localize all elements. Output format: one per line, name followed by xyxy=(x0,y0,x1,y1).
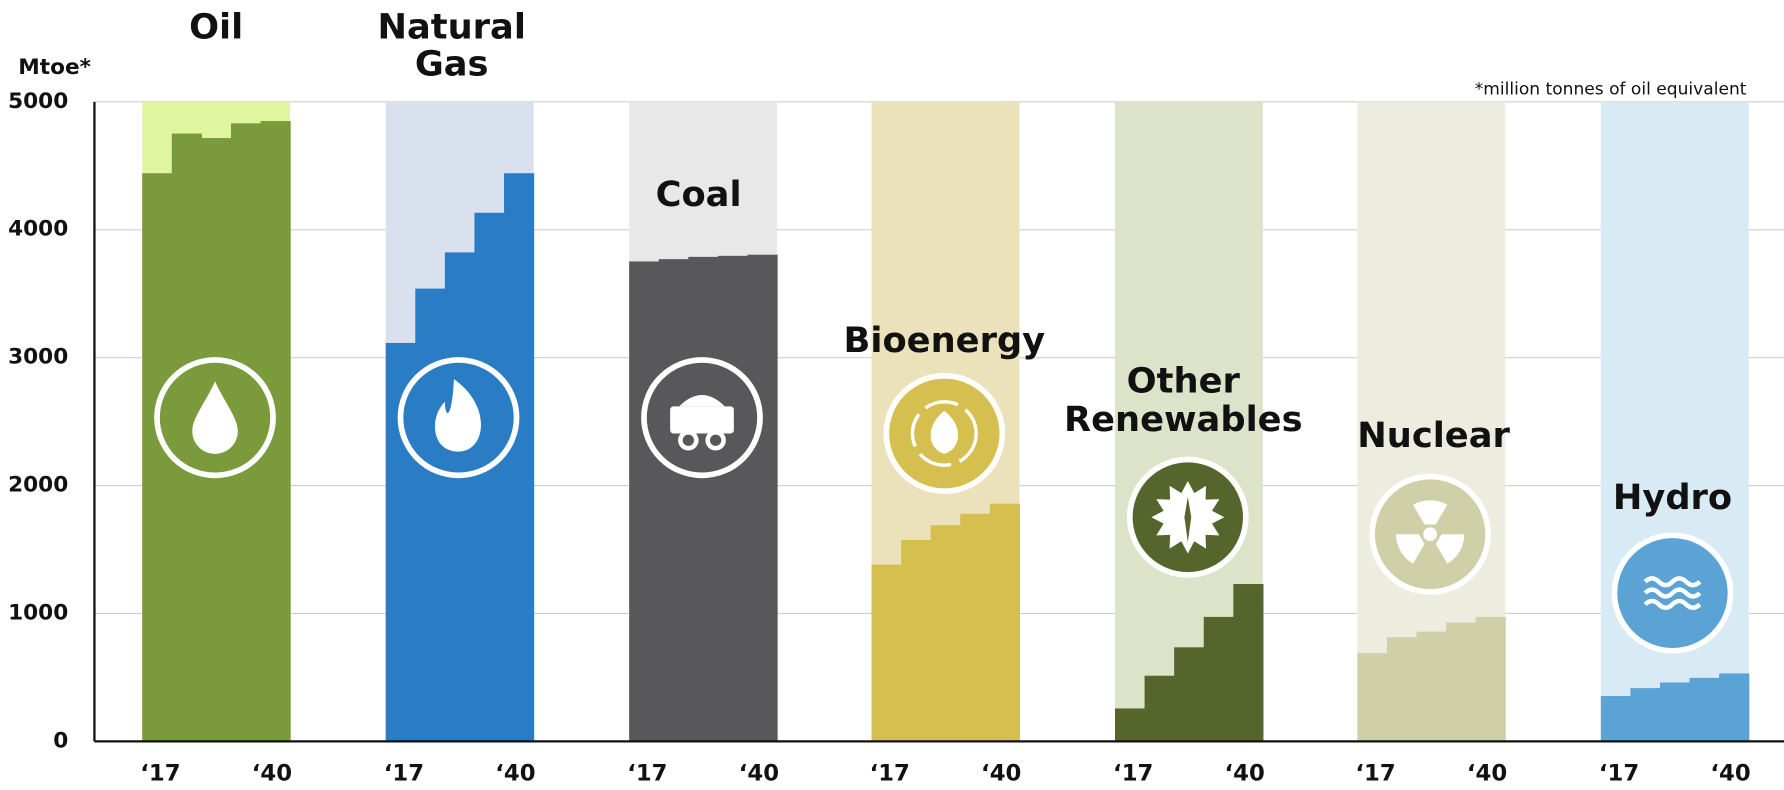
series-label: Nuclear xyxy=(1357,415,1510,456)
y-tick-label: 5000 xyxy=(8,89,68,114)
bar xyxy=(901,539,932,742)
y-tick-label: 2000 xyxy=(8,473,68,498)
x-tick-label: ‘40 xyxy=(1225,761,1265,787)
x-tick-label: ‘17 xyxy=(870,761,910,787)
bar xyxy=(629,261,660,742)
bar xyxy=(717,255,749,742)
y-tick-label: 4000 xyxy=(8,217,68,242)
x-tick-label: ‘17 xyxy=(140,761,180,787)
bar xyxy=(1446,622,1477,742)
bar xyxy=(1386,637,1418,742)
bar xyxy=(1630,688,1661,742)
x-tick-label: ‘17 xyxy=(1355,761,1395,787)
bar xyxy=(1475,616,1506,742)
bar xyxy=(415,288,446,742)
icon-circle xyxy=(154,357,276,479)
bar xyxy=(1357,653,1388,742)
footnote: *million tonnes of oil equivalent xyxy=(1475,79,1747,99)
x-tick-label: ‘40 xyxy=(981,761,1021,787)
bar xyxy=(930,525,961,742)
series-label: Bioenergy xyxy=(844,320,1046,361)
x-tick-label: ‘40 xyxy=(1710,761,1750,787)
bar xyxy=(474,212,505,742)
bar xyxy=(871,564,902,742)
bar xyxy=(1600,696,1631,742)
series-label: Coal xyxy=(656,174,742,215)
x-tick-label: ‘40 xyxy=(495,761,535,787)
bar xyxy=(1233,584,1264,742)
bar xyxy=(1416,631,1447,742)
y-tick-label: 0 xyxy=(53,728,68,753)
bar xyxy=(1115,708,1146,742)
x-tick-label: ‘17 xyxy=(384,761,424,787)
bar xyxy=(1203,616,1234,742)
bar xyxy=(504,173,535,742)
icon-circle xyxy=(397,357,520,479)
bar xyxy=(1144,675,1175,742)
x-tick-label: ‘40 xyxy=(739,761,779,787)
bar xyxy=(444,252,476,742)
icon-glyph xyxy=(1151,481,1225,554)
bar xyxy=(1719,673,1750,742)
series-label: Hydro xyxy=(1613,477,1732,518)
bar xyxy=(960,513,991,742)
icon-glyph xyxy=(910,400,978,467)
bar xyxy=(989,503,1020,742)
series-label: Natural Gas xyxy=(377,6,525,84)
x-tick-label: ‘17 xyxy=(627,761,667,787)
bar xyxy=(260,121,291,742)
y-tick-label: 1000 xyxy=(8,600,68,625)
bar xyxy=(1659,682,1691,742)
y-axis-label: Mtoe* xyxy=(18,55,91,80)
y-tick-label: 3000 xyxy=(8,345,68,370)
series-label: Other Renewables xyxy=(1064,361,1303,440)
bar xyxy=(1174,647,1205,742)
icon-glyph xyxy=(1643,576,1702,611)
bar xyxy=(658,259,689,742)
bar xyxy=(688,256,719,742)
x-tick-label: ‘40 xyxy=(252,761,292,787)
series-label: Oil xyxy=(189,6,243,47)
bar xyxy=(142,173,173,742)
x-tick-label: ‘17 xyxy=(1599,761,1639,787)
icon-glyph xyxy=(1396,500,1465,564)
icon-circle xyxy=(641,357,763,479)
bar xyxy=(747,254,778,742)
bar xyxy=(1689,677,1720,742)
icon-glyph xyxy=(192,381,238,454)
x-tick-label: ‘17 xyxy=(1113,761,1153,787)
x-tick-label: ‘40 xyxy=(1467,761,1507,787)
icon-glyph xyxy=(670,395,734,451)
icon-glyph xyxy=(434,379,481,452)
